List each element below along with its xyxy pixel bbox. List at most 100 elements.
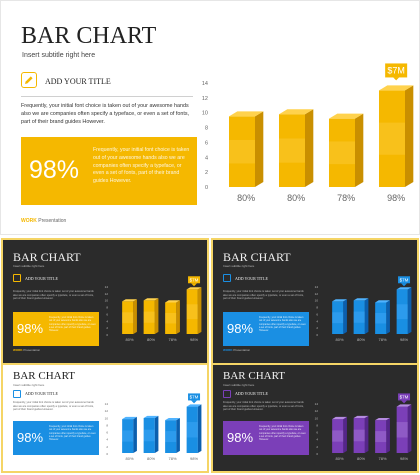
callout-text: $7M bbox=[400, 394, 409, 399]
bar-data-label: 98% bbox=[387, 193, 405, 203]
y-tick-label: 12 bbox=[315, 292, 319, 296]
bar bbox=[332, 299, 347, 334]
footer-word: WORK bbox=[223, 348, 233, 352]
footer-word: WORK bbox=[13, 348, 23, 352]
bar-data-label: 98% bbox=[190, 337, 198, 342]
bar-data-label: 80% bbox=[147, 456, 155, 461]
bar bbox=[165, 417, 180, 453]
bar-data-label: 78% bbox=[337, 193, 355, 203]
body-text: Frequently, your initial font choice is … bbox=[223, 401, 304, 412]
bar bbox=[122, 299, 137, 334]
callout-badge: $7M bbox=[188, 276, 201, 287]
y-tick-label: 14 bbox=[202, 81, 208, 87]
section-title: ADD YOUR TITLE bbox=[235, 276, 268, 281]
bar bbox=[353, 415, 369, 453]
callout-badge: $7M bbox=[385, 63, 408, 81]
stat-value: 98% bbox=[227, 321, 254, 336]
bar bbox=[143, 298, 159, 334]
y-tick-label: 10 bbox=[105, 416, 109, 420]
pencil-icon bbox=[223, 390, 231, 398]
stat-box: 98% Frequently, your initial font choice … bbox=[223, 421, 309, 455]
bar-data-label: 80% bbox=[357, 337, 365, 342]
stat-text: Frequently, your initial font choice is … bbox=[93, 147, 190, 185]
y-tick-label: 0 bbox=[205, 185, 208, 191]
bar-data-label: 98% bbox=[400, 337, 408, 342]
bar bbox=[229, 111, 264, 187]
bar-data-label: 80% bbox=[237, 193, 255, 203]
bar-data-label: 80% bbox=[126, 337, 134, 342]
y-tick-label: 2 bbox=[106, 445, 108, 449]
y-tick-label: 10 bbox=[315, 299, 319, 303]
bar bbox=[379, 85, 414, 187]
section-title: ADD YOUR TITLE bbox=[25, 276, 58, 281]
y-tick-label: 6 bbox=[205, 140, 208, 146]
y-tick-label: 8 bbox=[106, 423, 108, 427]
footer: WORK Presentation bbox=[13, 348, 40, 352]
bar-chart: 0 2 4 6 8 10 12 14 80% 80% 78% 98% $7M bbox=[105, 393, 202, 461]
footer: WORK Presentation bbox=[21, 218, 66, 224]
bar-data-label: 78% bbox=[379, 456, 387, 461]
footer: WORK Presentation bbox=[223, 348, 250, 352]
y-tick-label: 12 bbox=[105, 409, 109, 413]
section-title: ADD YOUR TITLE bbox=[25, 391, 58, 396]
y-tick-label: 8 bbox=[205, 126, 208, 132]
bar-chart: 0 2 4 6 8 10 12 14 80% 80% 78% 98% $7M bbox=[315, 393, 412, 461]
y-tick-label: 2 bbox=[316, 445, 318, 449]
thumbnail-purple-dark[interactable]: BAR CHART Insert subtitle right here ADD Y… bbox=[211, 363, 419, 473]
y-tick-label: 12 bbox=[202, 96, 208, 102]
bar bbox=[143, 415, 159, 453]
bar-data-label: 80% bbox=[287, 193, 305, 203]
footer-label: Presentation bbox=[232, 348, 251, 352]
y-tick-label: 2 bbox=[316, 326, 318, 330]
footer-word: WORK bbox=[21, 218, 37, 224]
y-tick-label: 14 bbox=[315, 402, 319, 406]
bar-chart: 0 2 4 6 8 10 12 14 80% 80% 78% 98% $7M bbox=[315, 276, 412, 342]
y-tick-label: 14 bbox=[105, 285, 109, 289]
section-title: ADD YOUR TITLE bbox=[235, 391, 268, 396]
stat-text: Frequently, your initial font choice is … bbox=[259, 316, 306, 333]
stat-text: Frequently, your initial font choice is … bbox=[259, 425, 306, 442]
y-tick-label: 6 bbox=[106, 431, 108, 435]
bar bbox=[396, 287, 412, 334]
bar-data-label: 78% bbox=[169, 337, 177, 342]
bar bbox=[375, 417, 390, 453]
body-text: Frequently, your initial font choice is … bbox=[21, 103, 190, 125]
body-text: Frequently, your initial font choice is … bbox=[13, 401, 94, 412]
stat-value: 98% bbox=[29, 156, 80, 184]
y-tick-label: 12 bbox=[105, 292, 109, 296]
bar bbox=[279, 109, 314, 187]
footer-label: Presentation bbox=[38, 218, 67, 224]
y-tick-label: 8 bbox=[316, 306, 318, 310]
bar bbox=[332, 416, 347, 453]
stat-value: 98% bbox=[17, 321, 44, 336]
main-slide[interactable]: BAR CHART Insert subtitle right here ADD… bbox=[0, 0, 420, 235]
callout-text: $7M bbox=[190, 394, 199, 399]
pencil-icon bbox=[13, 274, 21, 282]
bar-chart: 0 2 4 6 8 10 12 14 80% 80% 78% 98% $7M bbox=[105, 276, 202, 342]
bar bbox=[186, 287, 202, 334]
y-tick-label: 8 bbox=[106, 306, 108, 310]
bar bbox=[186, 404, 202, 453]
stat-box: 98% Frequently, your initial font choice… bbox=[21, 137, 197, 205]
body-text: Frequently, your initial font choice is … bbox=[223, 290, 304, 301]
thumbnail-blue-light[interactable]: BAR CHART Insert subtitle right here ADD Y… bbox=[1, 363, 209, 473]
slide-subtitle: Insert subtitle right here bbox=[13, 383, 45, 387]
y-tick-label: 2 bbox=[205, 170, 208, 176]
y-tick-label: 4 bbox=[316, 438, 318, 442]
callout-badge: $7M bbox=[188, 393, 201, 404]
slide-subtitle: Insert subtitle right here bbox=[223, 383, 255, 387]
bar-data-label: 80% bbox=[147, 337, 155, 342]
pencil-icon bbox=[223, 274, 231, 282]
bar-data-label: 80% bbox=[357, 456, 365, 461]
divider bbox=[21, 96, 193, 97]
bar-data-label: 80% bbox=[336, 456, 344, 461]
y-tick-label: 4 bbox=[106, 438, 108, 442]
y-tick-label: 14 bbox=[105, 402, 109, 406]
bar bbox=[165, 300, 180, 334]
stat-value: 98% bbox=[227, 430, 254, 445]
slide-title: BAR CHART bbox=[223, 370, 285, 382]
bar bbox=[375, 300, 390, 334]
pencil-icon bbox=[13, 390, 21, 398]
y-tick-label: 4 bbox=[106, 319, 108, 323]
slide-title: BAR CHART bbox=[21, 23, 157, 49]
